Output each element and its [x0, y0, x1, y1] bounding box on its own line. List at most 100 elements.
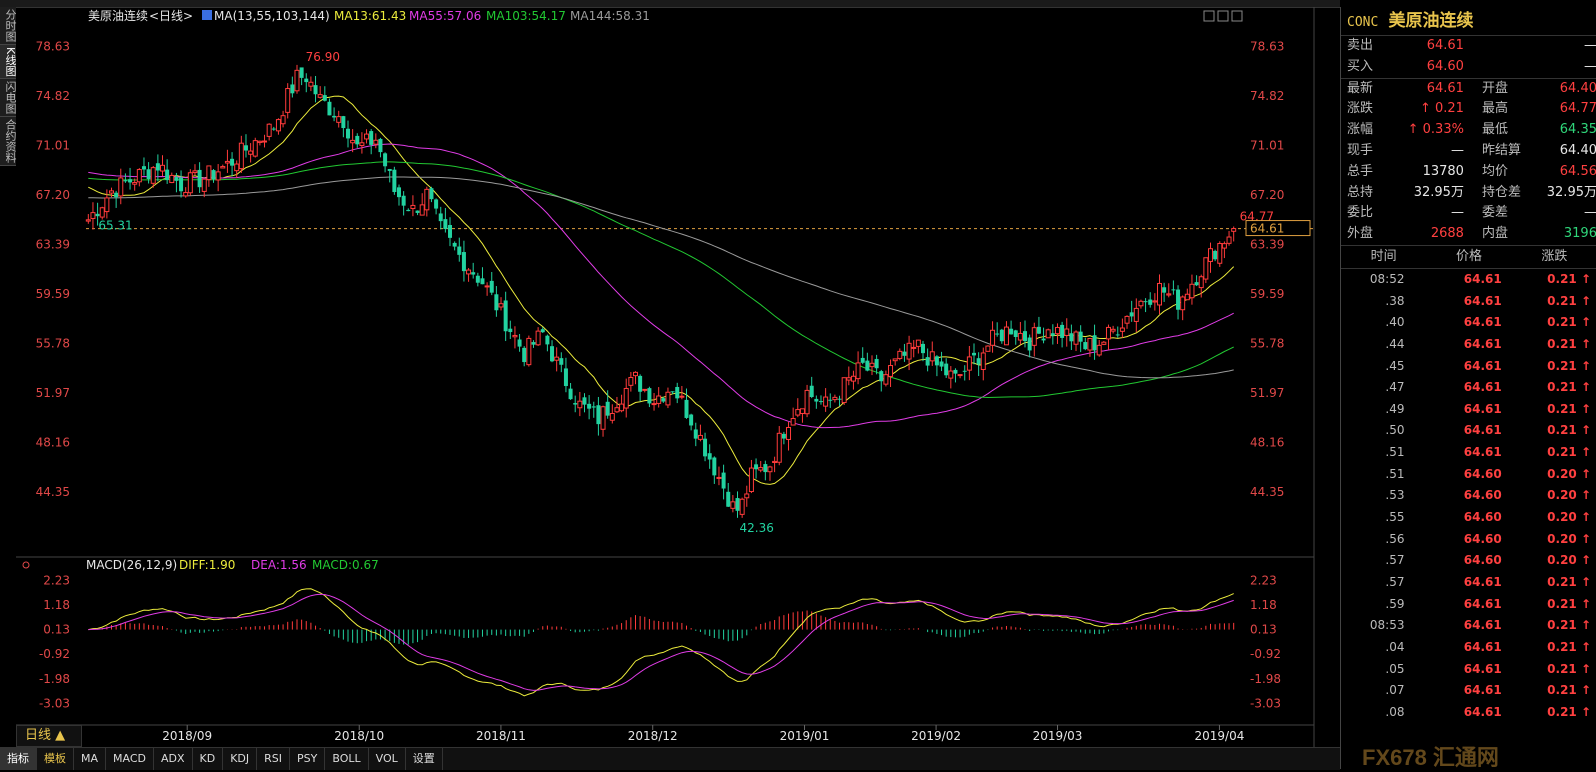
tick-change: 0.21 ↑ [1547, 315, 1591, 330]
candle-body [957, 374, 963, 377]
candle-body [373, 139, 379, 145]
candle-body [280, 115, 286, 125]
left-tab-2[interactable]: 闪电图 [0, 79, 17, 118]
candle-body [517, 339, 522, 347]
tick-time: .49 [1385, 401, 1405, 416]
candle-body [832, 396, 838, 401]
indicator-tab-0[interactable]: 指标 [0, 748, 37, 770]
macd-axis-left-label: -3.03 [39, 697, 70, 711]
chart-period-label: <日线> [149, 9, 193, 23]
quote-label-2: 持仓差 [1481, 184, 1521, 200]
watermark-logo: FX678 汇通网 [1362, 745, 1499, 770]
candle-body [1069, 333, 1074, 342]
candle-body [206, 165, 212, 181]
indicator-tab-4[interactable]: ADX [154, 748, 193, 770]
candle-body [332, 115, 337, 118]
price-axis-left-label: 78.63 [36, 39, 70, 53]
tick-row: .08 64.61 0.21 ↑ [1341, 702, 1596, 724]
indicator-tab-8[interactable]: PSY [290, 748, 326, 770]
left-tab-0[interactable]: 分时图 [0, 7, 17, 45]
quote-value-2: 32.95万 [1546, 184, 1596, 200]
candle-body [118, 177, 124, 197]
candle-body [628, 376, 634, 386]
quote-row: 买入 64.60 — [1341, 57, 1596, 79]
tick-row: .51 64.61 0.21 ↑ [1341, 442, 1596, 464]
quote-value-2: 64.56 [1559, 163, 1596, 179]
candle-body [897, 350, 903, 359]
tick-row: 08:53 64.61 0.21 ↑ [1341, 615, 1596, 637]
candle-body [174, 176, 179, 181]
indicator-tab-7[interactable]: RSI [257, 748, 291, 770]
candle-body [962, 370, 967, 372]
tick-row: 08:52 64.61 0.21 ↑ [1341, 269, 1596, 291]
candle-body [192, 170, 198, 174]
candle-body [243, 145, 248, 151]
candle-body [730, 501, 736, 509]
candle-body [596, 405, 601, 425]
candle-body [1156, 282, 1162, 306]
indicator-tab-6[interactable]: KDJ [223, 748, 258, 770]
top-toolbar-strip[interactable] [0, 0, 1340, 8]
candle-body [248, 150, 254, 155]
candle-body [452, 242, 457, 247]
indicator-tab-10[interactable]: VOL [369, 748, 406, 770]
candle-body [364, 133, 370, 140]
candle-body [632, 371, 638, 377]
tick-row: .56 64.60 0.20 ↑ [1341, 529, 1596, 551]
candle-body [313, 85, 318, 95]
tick-change: 0.21 ↑ [1547, 704, 1591, 719]
tick-time: .53 [1385, 488, 1405, 503]
tick-change: 0.21 ↑ [1547, 336, 1591, 351]
quote-value: ↑ 0.33% [1407, 122, 1464, 138]
left-tab-1[interactable]: K线图 [0, 45, 17, 80]
left-tab-3[interactable]: 合约资料 [0, 117, 17, 167]
date-axis-label: 2019/01 [780, 729, 830, 743]
tick-row: .44 64.61 0.21 ↑ [1341, 334, 1596, 356]
price-axis-left-label: 55.78 [36, 336, 70, 350]
candle-body [980, 352, 986, 370]
candle-body [1133, 307, 1139, 322]
candle-body [1207, 248, 1213, 262]
indicator-tab-11[interactable]: 设置 [406, 748, 443, 770]
candle-body [651, 403, 657, 406]
quote-value-2: 3196 [1563, 226, 1596, 242]
indicator-tab-9[interactable]: BOLL [325, 748, 369, 770]
candle-body [814, 398, 819, 402]
low-annotation: 42.36 [740, 521, 774, 535]
kline-chart-svg[interactable]: 78.63 78.63 74.82 74.82 71.01 71.01 67.20 67.20… [16, 7, 1340, 747]
macd-diff-line [88, 588, 1234, 697]
indicator-tab-2[interactable]: MA [74, 748, 107, 770]
tick-list[interactable]: 08:52 64.61 0.21 ↑ .38 64.61 0.21 ↑ .40 64.61 0.… [1341, 269, 1596, 723]
indicator-tab-1[interactable]: 模板 [37, 748, 74, 770]
candle-body [271, 128, 276, 130]
candle-body [1152, 300, 1158, 303]
candle-body [104, 197, 110, 213]
tick-change: 0.21 ↑ [1547, 618, 1591, 633]
tick-time: .07 [1385, 683, 1405, 698]
candle-body [1138, 300, 1144, 307]
candle-body [1189, 283, 1195, 299]
quote-value-2: — [1583, 205, 1596, 221]
candle-body [201, 178, 207, 192]
candle-body [132, 181, 138, 185]
tick-price: 64.61 [1463, 639, 1502, 654]
price-axis-left-label: 67.20 [36, 188, 70, 202]
candle-body [888, 365, 894, 377]
indicator-tab-5[interactable]: KD [193, 748, 224, 770]
quote-row: 外盘 2688 内盘 3196 [1341, 224, 1596, 246]
ticks-header-price: 价格 [1455, 248, 1482, 264]
quote-value: ↑ 0.21 [1419, 101, 1464, 117]
candle-body [136, 169, 142, 183]
candle-body [406, 209, 411, 212]
candle-body [712, 457, 717, 476]
candle-body [169, 174, 175, 184]
candle-body [285, 88, 291, 113]
candle-body [587, 403, 592, 409]
ma103-value: MA103:54.17 [486, 9, 566, 23]
kline-chart-area[interactable]: 78.63 78.63 74.82 74.82 71.01 71.01 67.20 67.20… [16, 7, 1340, 747]
tick-row: .07 64.61 0.21 ↑ [1341, 680, 1596, 702]
indicator-tab-3[interactable]: MACD [106, 748, 154, 770]
candle-body [1171, 289, 1176, 291]
period-button[interactable]: 日线 ▲ [16, 725, 82, 747]
quote-label-2: 最高 [1481, 101, 1508, 117]
